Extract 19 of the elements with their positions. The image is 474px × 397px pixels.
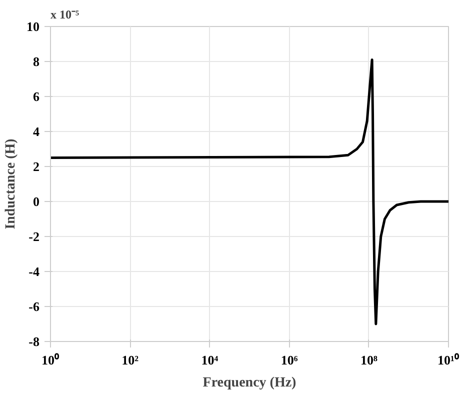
y-tick-label: -8 bbox=[28, 334, 40, 349]
y-tick-label: 6 bbox=[33, 89, 40, 104]
y-tick-label: -6 bbox=[28, 299, 40, 314]
y-tick-label: 4 bbox=[33, 124, 40, 139]
y-tick-label: 8 bbox=[33, 54, 40, 69]
x-tick-label: 10² bbox=[122, 352, 139, 368]
x-tick-label: 10⁶ bbox=[280, 352, 298, 368]
x-tick-label: 10⁴ bbox=[201, 352, 218, 368]
x-axis-title: Frequency (Hz) bbox=[202, 376, 297, 390]
y-tick-label: -4 bbox=[28, 264, 40, 279]
y-tick-label: 0 bbox=[33, 194, 40, 209]
y-tick-label: 10 bbox=[26, 19, 40, 34]
y-axis-title: Inductance (H) bbox=[4, 138, 18, 230]
y-tick-label: -2 bbox=[28, 229, 40, 244]
x-tick-label: 10⁰ bbox=[42, 352, 60, 368]
text: x 10⁻⁵ bbox=[50, 8, 80, 22]
x-tick-label: 10¹⁰ bbox=[438, 352, 460, 368]
x-tick-label: 10⁸ bbox=[360, 352, 378, 368]
y-tick-label: 2 bbox=[33, 159, 40, 174]
